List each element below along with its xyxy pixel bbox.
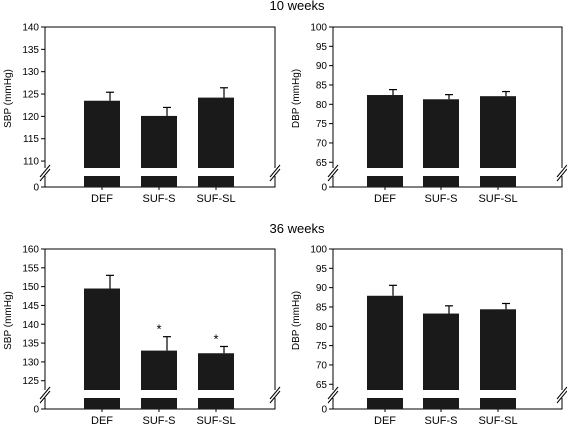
y-tick-label: 125	[22, 90, 39, 101]
axis-break-marker-right	[269, 168, 281, 182]
x-tick-label: SUF-S	[143, 415, 176, 427]
axis-break-marker-left	[327, 386, 339, 400]
y-tick-label: 95	[316, 42, 328, 53]
axis-break-marker-right	[556, 164, 567, 178]
y-axis-label: SBP (mmHg)	[3, 69, 14, 128]
x-tick-label: SUF-S	[425, 415, 458, 427]
axis-break-marker-right	[556, 168, 567, 182]
axis-break-band	[334, 168, 562, 176]
section-title-10-weeks: 10 weeks	[270, 0, 325, 13]
y-axis-label: SBP (mmHg)	[3, 291, 14, 350]
y-tick-label: 115	[23, 134, 39, 145]
chart-dbp-36-weeks: DEF SUF-S SUF-SL 65 70 75 80 85 90 95 100 0 DBP (mmH…	[291, 245, 567, 427]
axis-break-gap-right	[560, 390, 564, 398]
x-tick-label: DEF	[91, 193, 113, 205]
y-tick-label: 70	[316, 360, 328, 371]
y-tick-label: 75	[316, 119, 328, 130]
axis-break-band	[46, 168, 275, 176]
y-tick-label-zero: 0	[321, 405, 327, 416]
axis-break-marker-left	[39, 168, 51, 182]
y-tick-label: 100	[310, 245, 327, 256]
y-tick-label: 75	[316, 341, 328, 352]
y-tick-label: 130	[22, 67, 39, 78]
y-tick-label: 85	[316, 302, 328, 313]
y-tick-label: 125	[22, 376, 39, 387]
chart-sbp-10-weeks: DEF SUF-S SUF-SL 110 115 120 125 130 135 140 0 SBP …	[3, 23, 281, 205]
y-tick-label: 65	[316, 380, 328, 391]
y-tick-label: 85	[316, 80, 328, 91]
x-tick-label: DEF	[374, 415, 396, 427]
y-tick-label: 135	[22, 339, 39, 350]
axis-break-gap-right	[560, 168, 564, 176]
y-tick-label-zero: 0	[321, 183, 327, 194]
section-title-36-weeks: 36 weeks	[270, 221, 325, 236]
x-tick-label: DEF	[91, 415, 113, 427]
y-axis-label: DBP (mmHg)	[291, 291, 302, 350]
axis-break-marker-right	[556, 386, 567, 400]
y-tick-label-zero: 0	[33, 405, 39, 416]
x-tick-label: SUF-SL	[196, 193, 235, 205]
x-tick-label: SUF-SL	[478, 415, 517, 427]
y-tick-label: 155	[22, 263, 39, 274]
axis-break-gap-left	[43, 390, 47, 398]
y-tick-label: 140	[22, 320, 39, 331]
y-tick-label: 70	[316, 138, 328, 149]
x-tick-label: SUF-SL	[478, 193, 517, 205]
y-tick-label: 90	[316, 283, 328, 294]
y-tick-label: 65	[316, 158, 328, 169]
significance-marker: *	[213, 331, 218, 346]
y-tick-label: 80	[316, 322, 328, 333]
axis-break-band	[334, 390, 562, 398]
y-tick-label: 135	[22, 45, 39, 56]
y-tick-label: 130	[22, 357, 39, 368]
x-tick-label: SUF-S	[143, 193, 176, 205]
bar-suf-sl	[198, 353, 234, 409]
axis-break-band	[46, 390, 275, 398]
axis-break-marker-left	[327, 164, 339, 178]
axis-break-marker-right	[269, 386, 281, 400]
axis-break-marker-left	[327, 390, 339, 404]
y-tick-label: 150	[22, 282, 39, 293]
y-tick-label-zero: 0	[33, 183, 39, 194]
axis-break-marker-right	[556, 390, 567, 404]
axis-break-gap-left	[331, 390, 335, 398]
y-tick-label: 100	[310, 23, 327, 34]
y-tick-label: 110	[23, 157, 39, 168]
bar-suf-s	[141, 115, 177, 187]
y-tick-label: 145	[22, 301, 39, 312]
axis-break-gap-right	[273, 168, 277, 176]
x-tick-label: SUF-SL	[196, 415, 235, 427]
y-tick-label: 80	[316, 100, 328, 111]
axis-break-marker-right	[269, 390, 281, 404]
x-tick-label: DEF	[374, 193, 396, 205]
y-tick-label: 160	[22, 245, 39, 256]
y-tick-label: 90	[316, 61, 328, 72]
axis-break-gap-right	[273, 390, 277, 398]
chart-dbp-10-weeks: DEF SUF-S SUF-SL 65 70 75 80 85 90 95 100 0 DBP (mmH…	[291, 23, 567, 205]
axis-break-marker-right	[269, 164, 281, 178]
bar-suf-s	[141, 350, 177, 409]
significance-marker: *	[156, 322, 161, 337]
axis-break-marker-left	[327, 168, 339, 182]
axis-break-marker-left	[39, 390, 51, 404]
y-tick-label: 95	[316, 264, 328, 275]
y-tick-label: 140	[22, 23, 39, 34]
x-tick-label: SUF-S	[425, 193, 458, 205]
bar-def	[84, 288, 120, 409]
y-tick-label: 120	[22, 112, 39, 123]
axis-break-gap-left	[43, 168, 47, 176]
axis-break-gap-left	[331, 168, 335, 176]
chart-sbp-36-weeks: DEF * SUF-S * SUF-SL 125 130 135 140 145 150 155 160…	[3, 245, 281, 427]
axis-break-marker-left	[39, 386, 51, 400]
y-axis-label: DBP (mmHg)	[291, 69, 302, 128]
axis-break-marker-left	[39, 164, 51, 178]
